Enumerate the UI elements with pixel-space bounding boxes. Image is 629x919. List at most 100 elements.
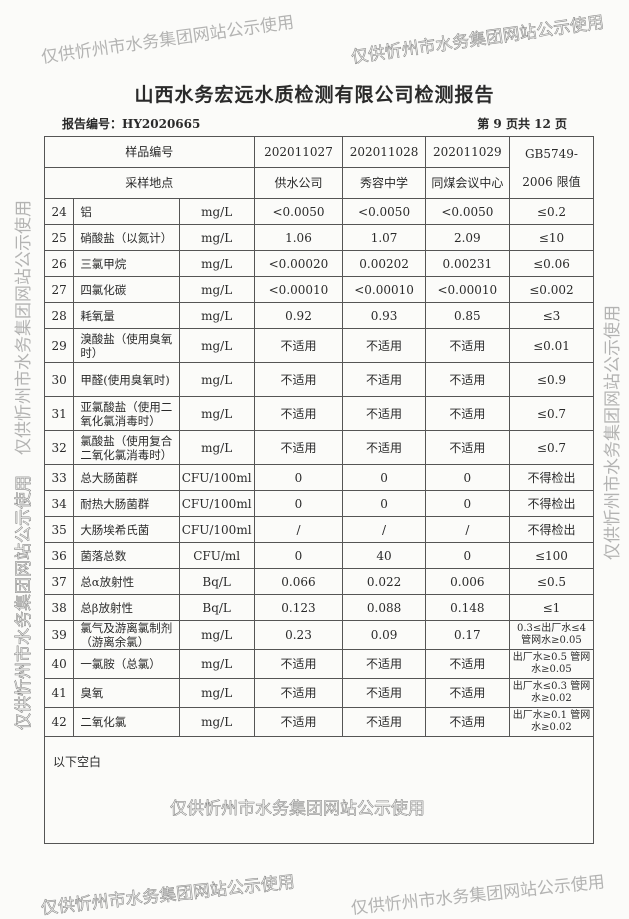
- parameter-name: 总β放射性: [73, 594, 180, 621]
- value: 不适用: [253, 396, 344, 431]
- value: 0.00231: [424, 250, 510, 277]
- row-number: 24: [43, 198, 75, 225]
- table-row: 38 总β放射性 Bq/L 0.123 0.088 0.148 ≤1: [43, 594, 595, 621]
- value: 不适用: [424, 430, 510, 465]
- watermark: 仅供忻州市水务集团网站公示使用: [40, 872, 296, 919]
- value: 不适用: [342, 678, 426, 708]
- value: <0.00020: [253, 250, 344, 277]
- value: 0.006: [424, 568, 510, 595]
- results-table: 样品编号 202011027 202011028 202011029 GB574…: [43, 136, 595, 844]
- parameter-name: 一氯胺（总氯）: [73, 649, 180, 679]
- value: 0.17: [424, 620, 510, 650]
- unit: CFU/100ml: [178, 516, 255, 543]
- table-row: 42 二氧化氯 mg/L 不适用 不适用 不适用 出厂水≥0.1 管网水≥0.02: [43, 707, 595, 737]
- parameter-name: 二氧化氯: [73, 707, 180, 737]
- limit-header: GB5749- 2006 限值: [508, 136, 595, 199]
- parameter-name: 铝: [73, 198, 180, 225]
- table-row: 34 耐热大肠菌群 CFU/100ml 0 0 0 不得检出: [43, 490, 595, 517]
- unit: mg/L: [178, 430, 255, 465]
- row-number: 34: [43, 490, 75, 517]
- unit: mg/L: [178, 707, 255, 737]
- row-number: 37: [43, 568, 75, 595]
- watermark: 仅供忻州市水务集团网站公示使用: [14, 200, 34, 455]
- value: 0: [424, 464, 510, 491]
- value: 0.066: [253, 568, 344, 595]
- table-row: 30 甲醛(使用臭氧时) mg/L 不适用 不适用 不适用 ≤0.9: [43, 362, 595, 397]
- watermark: 仅供忻州市水务集团网站公示使用: [14, 475, 35, 731]
- row-number: 27: [43, 276, 75, 303]
- value: 不适用: [342, 362, 426, 397]
- limit-value: ≤0.5: [508, 568, 595, 595]
- value: 0.022: [342, 568, 426, 595]
- table-row: 28 耗氧量 mg/L 0.92 0.93 0.85 ≤3: [43, 302, 595, 329]
- row-number: 41: [43, 678, 75, 708]
- value: 40: [342, 542, 426, 569]
- parameter-name: 耗氧量: [73, 302, 180, 329]
- unit: Bq/L: [178, 568, 255, 595]
- location: 同煤会议中心: [424, 167, 510, 199]
- limit-header-line1: GB5749-: [524, 146, 578, 161]
- value: <0.00010: [253, 276, 344, 303]
- value: 不适用: [342, 649, 426, 679]
- limit-value: ≤0.7: [508, 430, 595, 465]
- unit: mg/L: [178, 198, 255, 225]
- value: 不适用: [342, 707, 426, 737]
- table-row: 36 菌落总数 CFU/ml 0 40 0 ≤100: [43, 542, 595, 569]
- row-number: 31: [43, 396, 75, 431]
- table-row: 37 总α放射性 Bq/L 0.066 0.022 0.006 ≤0.5: [43, 568, 595, 595]
- sample-no-label: 样品编号: [44, 136, 255, 168]
- blank-note: 以下空白: [44, 736, 594, 844]
- value: 2.09: [424, 224, 510, 251]
- watermark: 仅供忻州市水务集团网站公示使用: [603, 305, 623, 560]
- value: 不适用: [342, 430, 426, 465]
- parameter-name: 三氯甲烷: [73, 250, 180, 277]
- value: 不适用: [424, 362, 510, 397]
- limit-value: 出厂水≥0.1 管网水≥0.02: [508, 707, 595, 737]
- unit: mg/L: [178, 224, 255, 251]
- limit-value: 不得检出: [508, 490, 595, 517]
- parameter-name: 亚氯酸盐（使用二氧化氯消毒时）: [73, 396, 180, 431]
- value: 0.23: [253, 620, 344, 650]
- value: 1.07: [342, 224, 426, 251]
- value: 不适用: [253, 430, 344, 465]
- value: /: [253, 516, 344, 543]
- value: 0.088: [342, 594, 426, 621]
- value: 不适用: [424, 678, 510, 708]
- limit-value: 0.3≤出厂水≤4 管网水≥0.05: [508, 620, 595, 650]
- value: /: [424, 516, 510, 543]
- value: 0: [253, 464, 344, 491]
- unit: mg/L: [178, 678, 255, 708]
- value: 0.93: [342, 302, 426, 329]
- location: 供水公司: [253, 167, 344, 199]
- limit-value: ≤0.002: [508, 276, 595, 303]
- row-number: 40: [43, 649, 75, 679]
- row-number: 33: [43, 464, 75, 491]
- value: 0.09: [342, 620, 426, 650]
- limit-value: 出厂水≤0.3 管网水≥0.02: [508, 678, 595, 708]
- table-row: 41 臭氧 mg/L 不适用 不适用 不适用 出厂水≤0.3 管网水≥0.02: [43, 678, 595, 708]
- limit-value: ≤0.2: [508, 198, 595, 225]
- limit-value: ≤10: [508, 224, 595, 251]
- table-row: 27 四氯化碳 mg/L <0.00010 <0.00010 <0.00010 ≤0.002: [43, 276, 595, 303]
- unit: mg/L: [178, 396, 255, 431]
- value: <0.0050: [253, 198, 344, 225]
- limit-value: ≤0.06: [508, 250, 595, 277]
- parameter-name: 耐热大肠菌群: [73, 490, 180, 517]
- value: 不适用: [424, 396, 510, 431]
- row-number: 36: [43, 542, 75, 569]
- unit: Bq/L: [178, 594, 255, 621]
- table-row: 33 总大肠菌群 CFU/100ml 0 0 0 不得检出: [43, 464, 595, 491]
- row-number: 25: [43, 224, 75, 251]
- parameter-name: 大肠埃希氏菌: [73, 516, 180, 543]
- parameter-name: 溴酸盐（使用臭氧时）: [73, 328, 180, 363]
- parameter-name: 氯气及游离氯制剂（游离余氯）: [73, 620, 180, 650]
- unit: mg/L: [178, 649, 255, 679]
- unit: mg/L: [178, 250, 255, 277]
- report-title: 山西水务宏远水质检测有限公司检测报告: [134, 84, 495, 106]
- limit-value: 不得检出: [508, 516, 595, 543]
- limit-header-line2: 2006 限值: [522, 174, 581, 189]
- value: <0.00010: [424, 276, 510, 303]
- table-row: 39 氯气及游离氯制剂（游离余氯） mg/L 0.23 0.09 0.17 0.3≤出厂水≤…: [43, 620, 595, 650]
- value: 0: [342, 490, 426, 517]
- page-number: 第 9 页共 12 页: [477, 117, 567, 131]
